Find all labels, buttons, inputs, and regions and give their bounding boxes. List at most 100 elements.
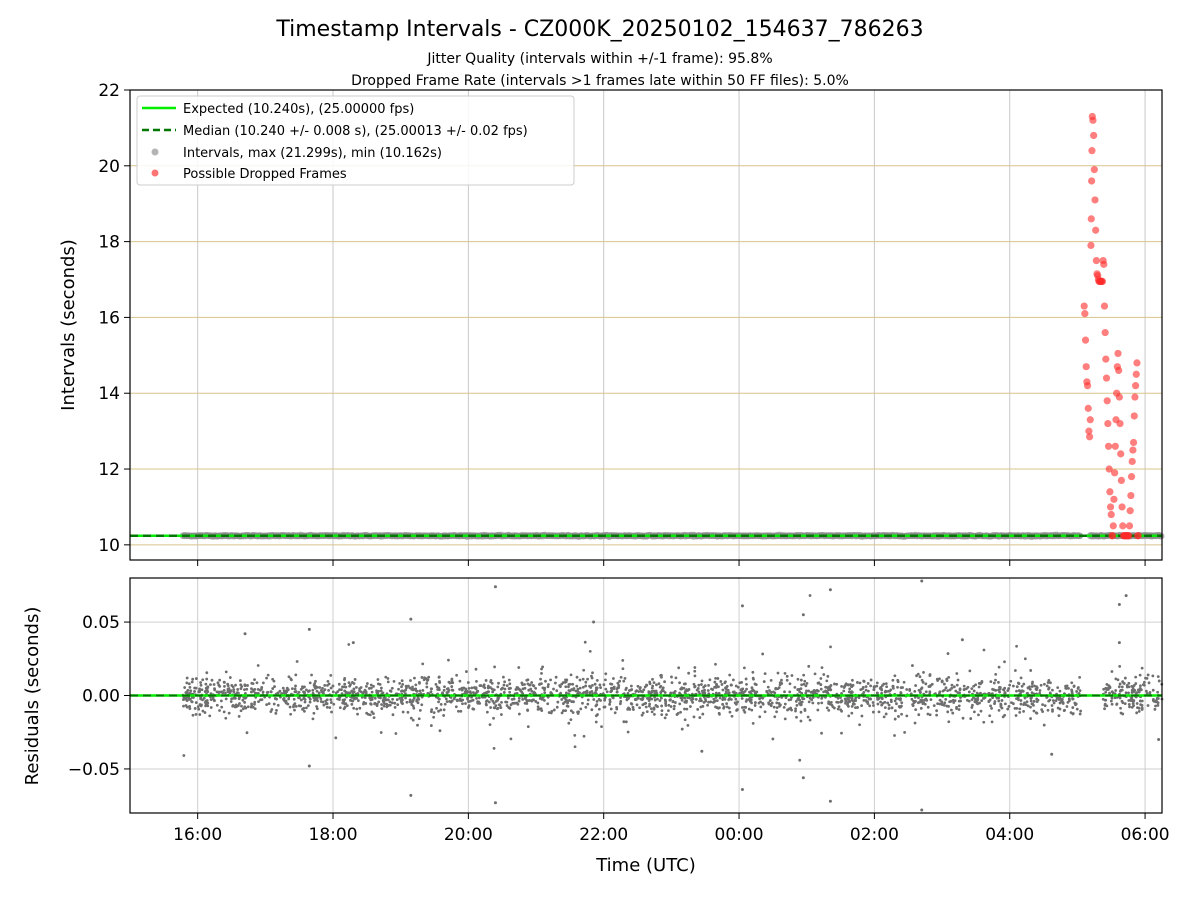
residual-point bbox=[547, 683, 550, 686]
legend: Expected (10.240s), (25.00000 fps) Media… bbox=[136, 95, 575, 186]
residual-point bbox=[876, 702, 880, 706]
residual-point bbox=[769, 690, 773, 694]
residual-point bbox=[546, 702, 550, 706]
residual-point bbox=[750, 708, 754, 712]
residual-point bbox=[1028, 687, 1032, 691]
residual-point bbox=[1146, 704, 1150, 707]
residual-point bbox=[683, 718, 687, 722]
residual-point bbox=[315, 689, 319, 693]
x-axis-label: Time (UTC) bbox=[595, 855, 696, 876]
dropped-frame-point bbox=[1115, 366, 1123, 375]
residual-point bbox=[543, 688, 546, 692]
residual-outlier-point bbox=[307, 764, 311, 768]
residual-point bbox=[972, 689, 976, 693]
residual-point bbox=[944, 686, 948, 690]
residual-point bbox=[308, 681, 312, 685]
residual-point bbox=[864, 685, 868, 689]
residual-point bbox=[1120, 685, 1124, 689]
residual-point bbox=[604, 678, 607, 682]
residual-point bbox=[1038, 689, 1042, 692]
residual-point bbox=[492, 688, 496, 692]
residual-point bbox=[352, 682, 356, 685]
residual-point bbox=[804, 691, 808, 695]
residual-point bbox=[555, 689, 559, 693]
residual-point bbox=[364, 702, 368, 705]
residual-point bbox=[971, 703, 974, 707]
residual-point bbox=[203, 690, 207, 694]
residual-point bbox=[294, 704, 298, 708]
residual-point bbox=[820, 731, 823, 735]
residual-point bbox=[951, 711, 955, 715]
residual-point bbox=[805, 682, 809, 685]
residual-point bbox=[852, 702, 856, 706]
residual-point bbox=[243, 688, 246, 692]
residual-point bbox=[1049, 681, 1052, 685]
residual-point bbox=[576, 687, 580, 691]
residual-point bbox=[850, 705, 854, 708]
residual-point bbox=[808, 696, 812, 700]
residual-point bbox=[597, 698, 601, 701]
residual-point bbox=[750, 701, 753, 705]
residual-point bbox=[581, 701, 584, 705]
residual-point bbox=[808, 594, 812, 597]
residual-point bbox=[297, 690, 301, 694]
residual-point bbox=[1111, 691, 1115, 695]
residual-point bbox=[1029, 669, 1033, 672]
residual-point bbox=[938, 677, 941, 681]
residual-point bbox=[768, 699, 772, 702]
residual-point bbox=[1145, 692, 1149, 695]
residual-point bbox=[697, 690, 701, 694]
residual-point bbox=[773, 691, 777, 695]
residual-point bbox=[373, 701, 377, 705]
residual-point bbox=[363, 688, 367, 692]
residual-point bbox=[365, 685, 368, 688]
residual-point bbox=[582, 668, 586, 672]
residual-point bbox=[224, 697, 228, 701]
residual-point bbox=[362, 702, 365, 706]
dropped-frame-point bbox=[1114, 349, 1122, 358]
residual-point bbox=[238, 679, 242, 682]
residual-point bbox=[311, 688, 315, 692]
residual-point bbox=[289, 677, 293, 681]
residual-point bbox=[383, 696, 387, 699]
residual-point bbox=[807, 700, 811, 704]
residual-point bbox=[718, 712, 721, 716]
residual-point bbox=[194, 701, 198, 704]
residual-point bbox=[1046, 681, 1050, 684]
residual-point bbox=[196, 705, 200, 709]
residual-point bbox=[647, 691, 651, 695]
residual-point bbox=[223, 680, 226, 684]
residual-point bbox=[249, 690, 253, 694]
residual-point bbox=[553, 681, 557, 685]
residual-point bbox=[482, 685, 485, 688]
residual-point bbox=[466, 697, 470, 701]
residual-point bbox=[393, 706, 397, 709]
residual-point bbox=[343, 682, 347, 686]
residual-point bbox=[738, 681, 742, 685]
residual-point bbox=[441, 691, 444, 695]
residual-point bbox=[228, 676, 232, 679]
residual-point bbox=[439, 703, 443, 706]
residual-point bbox=[380, 686, 383, 690]
residual-point bbox=[297, 704, 301, 708]
residual-point bbox=[390, 701, 394, 705]
dropped-frame-point bbox=[1089, 116, 1097, 124]
residual-point bbox=[204, 682, 208, 686]
residual-point bbox=[619, 696, 622, 699]
residual-point bbox=[825, 706, 829, 710]
residual-point bbox=[234, 703, 238, 707]
residual-point bbox=[300, 685, 304, 689]
residual-point bbox=[329, 686, 333, 690]
residual-point bbox=[652, 706, 656, 710]
residual-point bbox=[648, 702, 651, 706]
residual-point bbox=[982, 696, 985, 700]
residual-point bbox=[624, 720, 628, 724]
residual-point bbox=[182, 698, 185, 702]
residual-point bbox=[913, 689, 917, 693]
residual-point bbox=[326, 684, 329, 687]
residual-point bbox=[308, 700, 312, 704]
residual-point bbox=[868, 704, 872, 708]
residual-point bbox=[552, 708, 556, 712]
residual-point bbox=[880, 697, 884, 701]
intervals-y-axis-label: Intervals (seconds) bbox=[58, 239, 79, 411]
